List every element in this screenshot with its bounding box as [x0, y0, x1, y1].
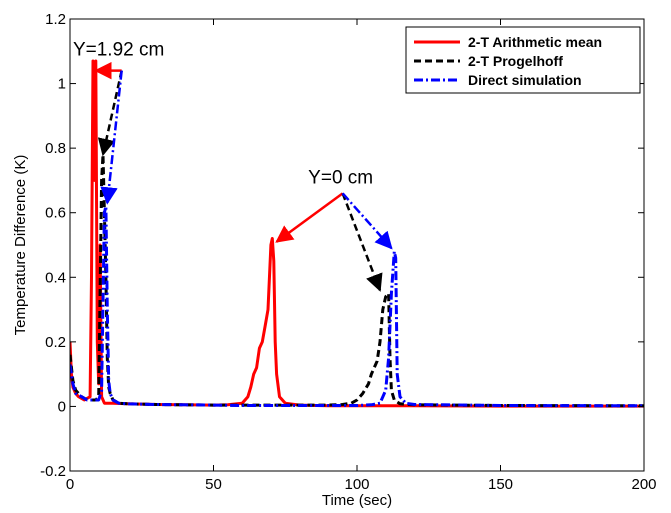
x-axis-ticks: 0 50 100 150 200: [66, 19, 657, 493]
x-tick-label: 0: [66, 476, 74, 493]
legend-label-1: 2-T Progelhoff: [468, 53, 563, 69]
y-tick-label: 0.6: [45, 205, 66, 222]
y-tick-label: 1: [58, 76, 66, 93]
annotation-arrow: [97, 70, 123, 157]
plot-area: [70, 19, 644, 471]
x-tick-label: 150: [488, 476, 513, 493]
y-axis-label: Temperature Difference (K): [12, 155, 29, 336]
legend-label-2: Direct simulation: [468, 72, 582, 88]
series-line-2: [70, 204, 644, 408]
y-tick-label: 0.4: [45, 269, 66, 286]
annotation-arrow: [341, 192, 393, 250]
series-layer: [70, 59, 644, 408]
series-line-0: [70, 59, 644, 408]
y-tick-label: -0.2: [40, 463, 66, 480]
legend-label-0: 2-T Arithmetic mean: [468, 34, 602, 50]
legend-box: [405, 26, 641, 94]
series-line-1: [70, 153, 644, 408]
y-tick-label: 0.8: [45, 140, 66, 157]
x-axis-label: Time (sec): [322, 492, 392, 509]
x-tick-label: 100: [344, 476, 369, 493]
y-axis-ticks: -0.2 0 0.2 0.4 0.6 0.8 1 1.2: [40, 11, 644, 480]
legend: 2-T Arithmetic mean 2-T Progelhoff Direct …: [405, 26, 641, 94]
annotation-arrow: [275, 192, 344, 243]
annotation-label: Y=0 cm: [308, 167, 373, 188]
annotation-label: Y=1.92 cm: [73, 40, 164, 61]
y-tick-label: 0.2: [45, 334, 66, 351]
annotation-arrow: [100, 70, 123, 205]
y-tick-label: 0: [58, 398, 66, 415]
x-tick-label: 50: [205, 476, 222, 493]
y-tick-label: 1.2: [45, 11, 66, 28]
annotation-layer: Y=1.92 cm Y=0 cm: [73, 40, 393, 292]
x-tick-label: 200: [631, 476, 656, 493]
annotation-arrow: [341, 192, 383, 292]
